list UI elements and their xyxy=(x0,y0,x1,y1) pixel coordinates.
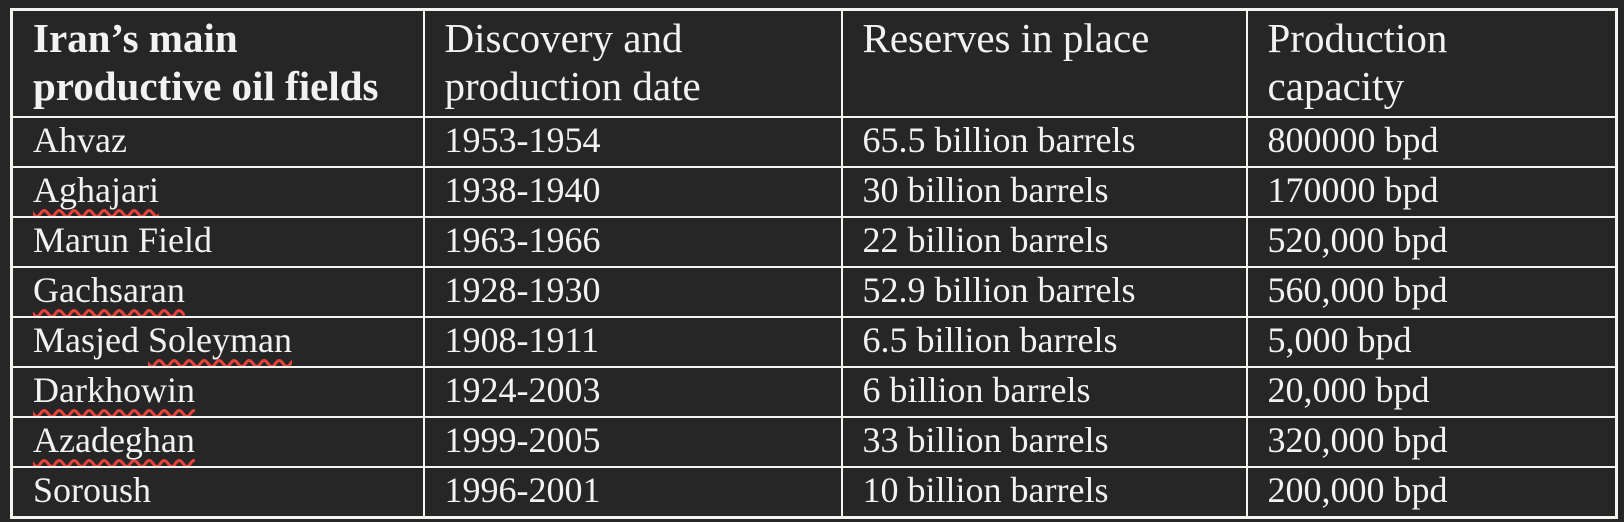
production-capacity-cell: 800000 bpd xyxy=(1245,116,1618,169)
col-header-production-capacity: Production capacity xyxy=(1245,8,1618,119)
production-capacity-cell: 200,000 bpd xyxy=(1245,466,1618,519)
reserves-cell: 65.5 billion barrels xyxy=(840,116,1248,169)
field-name-cell: Gachsaran xyxy=(10,266,425,319)
table-row: Ahvaz 1953-1954 65.5 billion barrels 800000… xyxy=(10,116,1618,169)
field-name-cell: Soroush xyxy=(10,466,425,519)
production-capacity-cell: 20,000 bpd xyxy=(1245,366,1618,419)
reserves-cell: 30 billion barrels xyxy=(840,166,1248,219)
production-capacity-cell: 520,000 bpd xyxy=(1245,216,1618,269)
discovery-date-cell: 1996-2001 xyxy=(422,466,843,519)
col-header-discovery-date: Discovery and production date xyxy=(422,8,843,119)
table-row: Soroush 1996-2001 10 billion barrels 200,00… xyxy=(10,466,1618,519)
col-header-oil-fields: Iran’s main productive oil fields xyxy=(10,8,425,119)
reserves-cell: 22 billion barrels xyxy=(840,216,1248,269)
field-name-cell: Darkhowin xyxy=(10,366,425,419)
reserves-cell: 33 billion barrels xyxy=(840,416,1248,469)
table-row: Masjed Soleyman 1908-1911 6.5 billion barr… xyxy=(10,316,1618,369)
reserves-cell: 10 billion barrels xyxy=(840,466,1248,519)
field-name-cell: Marun Field xyxy=(10,216,425,269)
field-name-cell: Masjed Soleyman xyxy=(10,316,425,369)
misspelled-word: Darkhowin xyxy=(33,370,195,411)
oil-fields-table: Iran’s main productive oil fields Discov… xyxy=(10,8,1618,519)
misspelled-word: Azadeghan xyxy=(33,420,195,461)
misspelled-word: Soleyman xyxy=(147,320,292,361)
discovery-date-cell: 1928-1930 xyxy=(422,266,843,319)
discovery-date-cell: 1938-1940 xyxy=(422,166,843,219)
table-row: Darkhowin 1924-2003 6 billion barrels 20,00… xyxy=(10,366,1618,419)
table-row: Gachsaran 1928-1930 52.9 billion barrels 56… xyxy=(10,266,1618,319)
misspelled-word: Aghajari xyxy=(33,170,159,211)
production-capacity-cell: 170000 bpd xyxy=(1245,166,1618,219)
production-capacity-cell: 5,000 bpd xyxy=(1245,316,1618,369)
discovery-date-cell: 1999-2005 xyxy=(422,416,843,469)
misspelled-word: Gachsaran xyxy=(33,270,185,311)
discovery-date-cell: 1953-1954 xyxy=(422,116,843,169)
table-row: Aghajari 1938-1940 30 billion barrels 17000… xyxy=(10,166,1618,219)
reserves-cell: 6.5 billion barrels xyxy=(840,316,1248,369)
discovery-date-cell: 1908-1911 xyxy=(422,316,843,369)
reserves-cell: 52.9 billion barrels xyxy=(840,266,1248,319)
discovery-date-cell: 1963-1966 xyxy=(422,216,843,269)
table-row: Marun Field 1963-1966 22 billion barrels 52… xyxy=(10,216,1618,269)
production-capacity-cell: 320,000 bpd xyxy=(1245,416,1618,469)
production-capacity-cell: 560,000 bpd xyxy=(1245,266,1618,319)
col-header-reserves: Reserves in place xyxy=(840,8,1248,119)
field-name-cell: Aghajari xyxy=(10,166,425,219)
discovery-date-cell: 1924-2003 xyxy=(422,366,843,419)
field-name-cell: Azadeghan xyxy=(10,416,425,469)
field-name-cell: Ahvaz xyxy=(10,116,425,169)
table-header-row: Iran’s main productive oil fields Discov… xyxy=(10,8,1618,119)
table-row: Azadeghan 1999-2005 33 billion barrels 320,… xyxy=(10,416,1618,469)
reserves-cell: 6 billion barrels xyxy=(840,366,1248,419)
